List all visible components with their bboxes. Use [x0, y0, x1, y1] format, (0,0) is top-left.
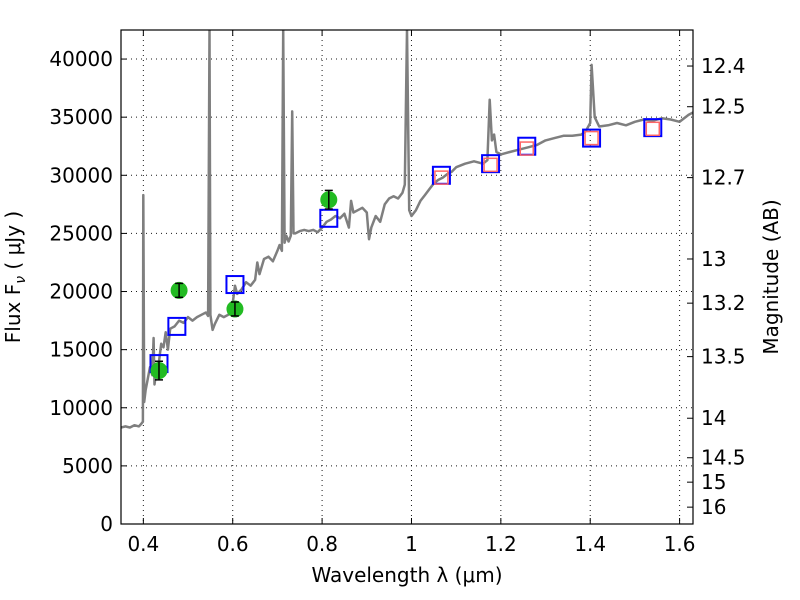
- nir-square: [584, 130, 599, 146]
- y2-tick-label: 12.5: [701, 95, 746, 119]
- x-axis-label: Wavelength λ (μm): [311, 563, 502, 587]
- y-tick-label: 35000: [49, 105, 113, 129]
- y-tick-label: 10000: [49, 396, 113, 420]
- y2-tick-label: 15: [701, 470, 726, 494]
- model-square: [643, 118, 663, 138]
- y2-tick-label: 16: [701, 495, 726, 519]
- y2-tick-label: 14.5: [701, 446, 746, 470]
- y-tick-label: 30000: [49, 163, 113, 187]
- y2-tick-label: 13.5: [701, 345, 746, 369]
- y2-axis-label: Magnitude (AB): [759, 199, 783, 354]
- y-axis-label-subscript: ν: [13, 276, 29, 284]
- x-tick-label: 1.6: [664, 532, 696, 556]
- model-square: [167, 316, 187, 336]
- y-axis-label-main: Flux F: [1, 284, 25, 343]
- y2-tick-label: 13.2: [701, 291, 746, 315]
- nir-square: [483, 157, 498, 173]
- x-tick-label: 0.4: [127, 532, 159, 556]
- model-square: [319, 208, 339, 228]
- y2-tick-label: 12.7: [701, 166, 746, 190]
- y2-tick-label: 13: [701, 247, 726, 271]
- y-tick-label: 5000: [62, 454, 113, 478]
- spectrum-line: [121, 30, 693, 429]
- y-axis-label-unit: ( μJy ): [1, 211, 25, 276]
- model-square: [225, 275, 245, 295]
- nir-square: [645, 121, 661, 137]
- y-axis-label: Flux Fν ( μJy ): [1, 211, 29, 343]
- plot-frame: [120, 29, 694, 525]
- x-tick-label: 0.6: [217, 532, 249, 556]
- photometry-points: [150, 189, 338, 381]
- y-tick-label: 25000: [49, 221, 113, 245]
- nir-squares: [434, 121, 661, 185]
- y-axis-left: 0 5000 10000 15000 20000 25000 30000 35000 40000: [49, 47, 127, 536]
- y-tick-label: 20000: [49, 280, 113, 304]
- model-square: [481, 154, 501, 174]
- nir-square: [519, 141, 535, 156]
- nir-square: [434, 170, 449, 185]
- x-tick-label: 1.2: [485, 532, 517, 556]
- x-axis: 0.4 0.6 0.8 1 1.2 1.4 1.6: [127, 30, 696, 556]
- y-tick-label: 40000: [49, 47, 113, 71]
- y-tick-label: 0: [100, 512, 113, 536]
- y2-tick-label: 12.4: [701, 54, 746, 78]
- plot-area: [121, 30, 693, 429]
- x-tick-label: 0.8: [306, 532, 338, 556]
- x-tick-label: 1: [405, 532, 418, 556]
- model-square: [582, 128, 602, 148]
- x-tick-label: 1.4: [574, 532, 606, 556]
- model-squares: [149, 118, 663, 374]
- y-tick-label: 15000: [49, 338, 113, 362]
- y2-tick-label: 14: [701, 406, 726, 430]
